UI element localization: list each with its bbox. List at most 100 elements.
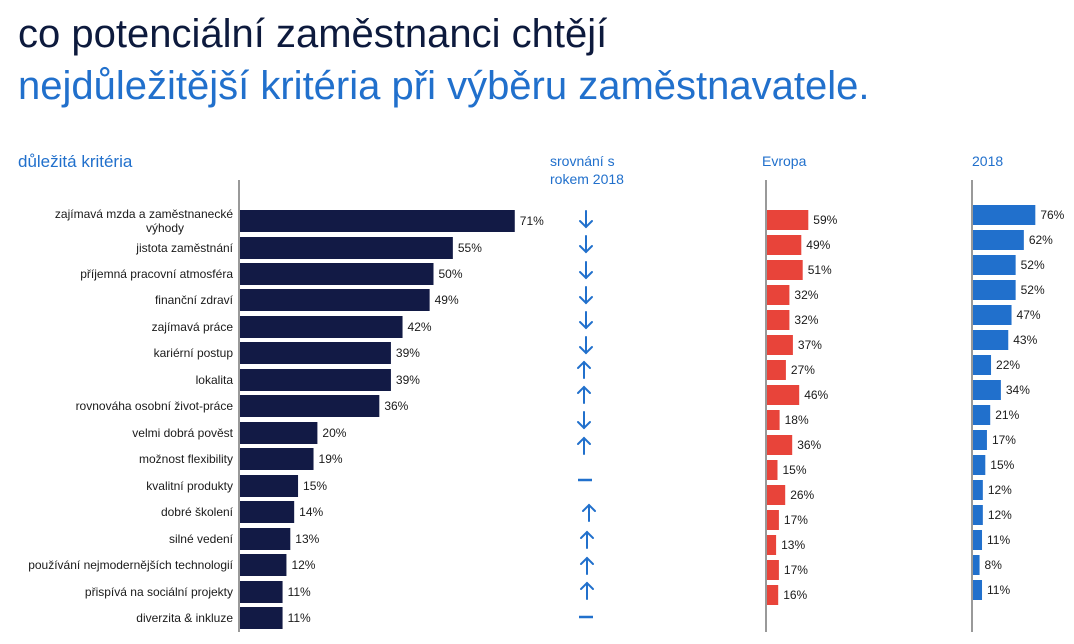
- main-bar: [240, 369, 391, 391]
- europe-bar-value: 51%: [808, 263, 832, 277]
- category-label: velmi dobrá pověst: [132, 426, 233, 440]
- y2018-bar: [973, 555, 980, 575]
- europe-bar: [767, 360, 786, 380]
- europe-bar-value: 17%: [784, 513, 808, 527]
- main-bar: [240, 210, 515, 232]
- main-bar-value: 50%: [439, 267, 463, 281]
- y2018-bar: [973, 505, 983, 525]
- europe-bar-value: 37%: [798, 338, 822, 352]
- main-bar-value: 49%: [435, 293, 459, 307]
- trend-up-icon: [577, 436, 591, 455]
- main-bar-value: 42%: [408, 320, 432, 334]
- trend-down-icon: [579, 210, 593, 229]
- europe-bar: [767, 285, 790, 305]
- trend-down-icon: [579, 235, 593, 254]
- y2018-bar: [973, 430, 987, 450]
- category-label: lokalita: [196, 373, 234, 387]
- europe-bar-value: 32%: [794, 313, 818, 327]
- trend-down-icon: [579, 286, 593, 305]
- main-bar: [240, 316, 403, 338]
- europe-bar-value: 15%: [783, 463, 807, 477]
- main-bar: [240, 263, 434, 285]
- main-bar-value: 36%: [384, 399, 408, 413]
- main-bar-value: 39%: [396, 373, 420, 387]
- main-bar: [240, 448, 314, 470]
- y2018-bar: [973, 255, 1016, 275]
- europe-bar: [767, 535, 777, 555]
- y2018-bar: [973, 530, 983, 550]
- page-title: co potenciální zaměstnanci chtějí: [18, 12, 608, 56]
- y2018-bar: [973, 280, 1016, 300]
- trend-down-icon: [579, 261, 593, 280]
- page-subtitle: nejdůležitější kritéria při výběru zaměs…: [18, 64, 870, 108]
- y2018-bar: [973, 380, 1001, 400]
- y2018-bar: [973, 405, 991, 425]
- comparison-header: srovnání s rokem 2018: [550, 153, 624, 187]
- main-bar-value: 11%: [288, 585, 311, 599]
- category-label: zajímavá práce: [152, 320, 234, 334]
- main-bar: [240, 237, 453, 259]
- main-bar-value: 14%: [299, 505, 323, 519]
- category-label: zajímavá mzda a zaměstnanecké: [55, 207, 233, 221]
- main-bar: [240, 607, 283, 629]
- europe-bar-value: 16%: [783, 588, 807, 602]
- main-bar-value: 13%: [295, 532, 319, 546]
- europe-bar: [767, 235, 802, 255]
- y2018-bar: [973, 230, 1024, 250]
- category-label: diverzita & inkluze: [136, 611, 233, 625]
- trend-down-icon: [579, 336, 593, 355]
- europe-bar-value: 59%: [813, 213, 837, 227]
- europe-bar-value: 26%: [790, 488, 814, 502]
- category-label: příjemná pracovní atmosféra: [80, 267, 233, 281]
- y2018-bar-value: 15%: [990, 458, 1014, 472]
- category-label: jistota zaměstnání: [135, 241, 233, 255]
- y2018-bar-value: 21%: [995, 408, 1019, 422]
- y2018-bar-value: 52%: [1021, 283, 1045, 297]
- europe-bar: [767, 335, 793, 355]
- y2018-bar-value: 12%: [988, 508, 1012, 522]
- category-label: používání nejmodernějších technologií: [28, 558, 233, 572]
- trend-up-icon: [577, 360, 591, 379]
- y2018-bar-value: 22%: [996, 358, 1020, 372]
- y2018-bar-value: 11%: [987, 583, 1010, 597]
- y2018-bar: [973, 580, 983, 600]
- category-label: dobré školení: [161, 505, 234, 519]
- europe-bar: [767, 260, 803, 280]
- trend-down-icon: [579, 311, 593, 330]
- category-label: rovnováha osobní život-práce: [76, 399, 234, 413]
- trend-down-icon: [577, 411, 591, 430]
- y2018-bar: [973, 205, 1036, 225]
- europe-bar: [767, 210, 809, 230]
- main-bar-value: 12%: [291, 558, 315, 572]
- main-bar: [240, 289, 430, 311]
- europe-bar-value: 46%: [804, 388, 828, 402]
- y2018-bar-value: 47%: [1017, 308, 1041, 322]
- category-label: finanční zdraví: [155, 293, 234, 307]
- europe-bar: [767, 460, 778, 480]
- europe-header: Evropa: [762, 153, 807, 169]
- y2018-bar: [973, 480, 983, 500]
- main-bar-value: 71%: [520, 214, 544, 228]
- trend-up-icon: [582, 503, 596, 522]
- europe-bar: [767, 435, 793, 455]
- main-bar-value: 15%: [303, 479, 327, 493]
- y2018-bar: [973, 355, 992, 375]
- europe-bar-value: 32%: [794, 288, 818, 302]
- y2018-bar-value: 52%: [1021, 258, 1045, 272]
- y2018-bar: [973, 305, 1012, 325]
- main-bar: [240, 554, 287, 576]
- main-bar-value: 55%: [458, 241, 482, 255]
- main-bar: [240, 342, 391, 364]
- europe-bar: [767, 585, 779, 605]
- y2018-bar: [973, 455, 986, 475]
- europe-bar: [767, 310, 790, 330]
- y2018-bar: [973, 330, 1009, 350]
- main-bar-value: 11%: [288, 611, 311, 625]
- category-label: přispívá na sociální projekty: [85, 585, 233, 599]
- section-label: důležitá kritéria: [18, 152, 133, 171]
- trend-up-icon: [580, 556, 594, 575]
- category-label: kariérní postup: [154, 346, 234, 360]
- main-bar-value: 39%: [396, 346, 420, 360]
- y2018-bar-value: 8%: [985, 558, 1003, 572]
